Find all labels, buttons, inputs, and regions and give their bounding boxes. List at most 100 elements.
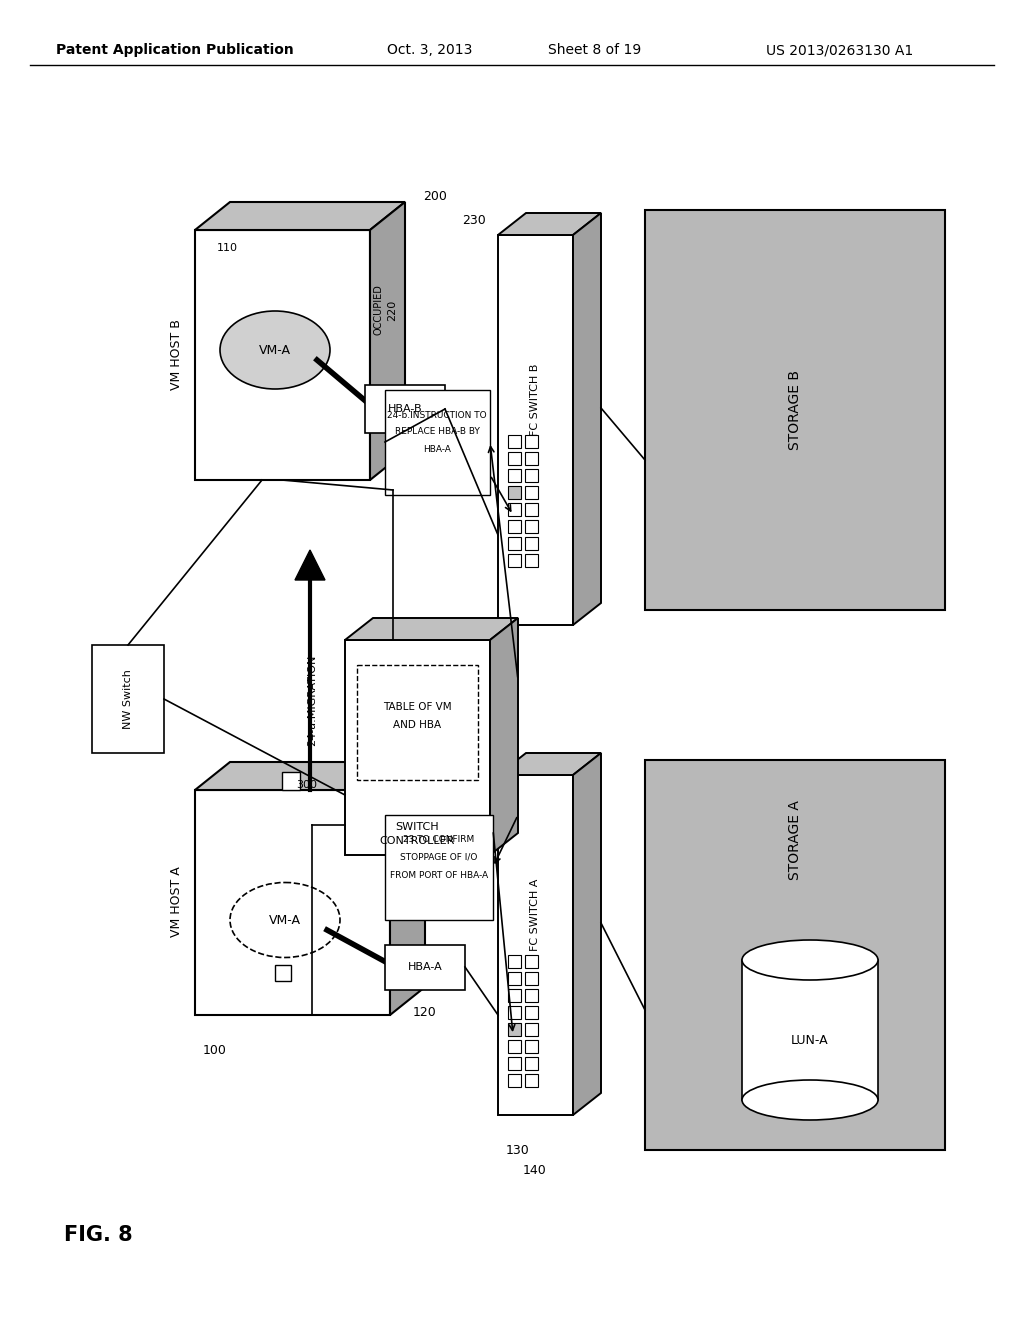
Polygon shape: [357, 665, 478, 780]
Text: 24-a.MIGRATION: 24-a.MIGRATION: [307, 655, 317, 746]
Polygon shape: [508, 1006, 521, 1019]
Ellipse shape: [230, 883, 340, 957]
Text: CONTROLLER: CONTROLLER: [379, 836, 455, 846]
Text: 140: 140: [523, 1163, 547, 1176]
Polygon shape: [508, 1074, 521, 1086]
Polygon shape: [508, 503, 521, 516]
Polygon shape: [525, 451, 538, 465]
Text: STORAGE B: STORAGE B: [788, 370, 802, 450]
Text: US 2013/0263130 A1: US 2013/0263130 A1: [766, 44, 913, 57]
Text: OCCUPIED: OCCUPIED: [373, 285, 383, 335]
Polygon shape: [525, 503, 538, 516]
Polygon shape: [508, 989, 521, 1002]
Polygon shape: [525, 486, 538, 499]
Text: 23.TO CONFIRM: 23.TO CONFIRM: [403, 836, 475, 845]
Text: VM HOST B: VM HOST B: [171, 319, 183, 391]
Text: FC SWITCH A: FC SWITCH A: [530, 879, 540, 952]
Polygon shape: [390, 762, 425, 1015]
Polygon shape: [385, 389, 490, 495]
Polygon shape: [645, 210, 945, 610]
Polygon shape: [508, 1023, 521, 1036]
Polygon shape: [525, 554, 538, 568]
Text: TABLE OF VM: TABLE OF VM: [383, 702, 452, 711]
Ellipse shape: [742, 940, 878, 979]
Polygon shape: [573, 752, 601, 1115]
Text: 220: 220: [387, 300, 397, 321]
Text: HBA-A: HBA-A: [423, 446, 451, 454]
Polygon shape: [275, 965, 291, 981]
Polygon shape: [573, 213, 601, 624]
Polygon shape: [525, 1006, 538, 1019]
Text: 120: 120: [413, 1006, 437, 1019]
Polygon shape: [525, 469, 538, 482]
Polygon shape: [525, 1040, 538, 1053]
Polygon shape: [498, 235, 573, 624]
Polygon shape: [295, 550, 325, 579]
Polygon shape: [365, 385, 445, 433]
Text: HBA-B: HBA-B: [388, 404, 422, 414]
Ellipse shape: [220, 312, 330, 389]
Polygon shape: [508, 520, 521, 533]
Text: AND HBA: AND HBA: [393, 719, 441, 730]
Text: Oct. 3, 2013: Oct. 3, 2013: [387, 44, 473, 57]
Polygon shape: [525, 436, 538, 447]
Polygon shape: [195, 202, 406, 230]
Text: NW Switch: NW Switch: [123, 669, 133, 729]
Text: VM-A: VM-A: [269, 913, 301, 927]
Polygon shape: [195, 762, 425, 789]
Polygon shape: [508, 537, 521, 550]
Text: LUN-A: LUN-A: [792, 1034, 828, 1047]
Polygon shape: [508, 469, 521, 482]
Polygon shape: [525, 972, 538, 985]
Polygon shape: [525, 1074, 538, 1086]
Polygon shape: [498, 213, 601, 235]
Text: FROM PORT OF HBA-A: FROM PORT OF HBA-A: [390, 870, 488, 879]
Polygon shape: [525, 537, 538, 550]
Polygon shape: [345, 618, 518, 640]
Polygon shape: [92, 645, 164, 752]
Polygon shape: [508, 436, 521, 447]
Text: 130: 130: [506, 1143, 529, 1156]
Polygon shape: [645, 760, 945, 1150]
Text: 110: 110: [217, 243, 238, 253]
Polygon shape: [385, 945, 465, 990]
Polygon shape: [525, 1057, 538, 1071]
Text: HBA-A: HBA-A: [408, 962, 442, 972]
Polygon shape: [490, 618, 518, 855]
Polygon shape: [508, 1040, 521, 1053]
Polygon shape: [195, 789, 390, 1015]
Polygon shape: [508, 972, 521, 985]
Text: VM-A: VM-A: [259, 343, 291, 356]
Text: STOPPAGE OF I/O: STOPPAGE OF I/O: [400, 853, 477, 862]
Text: SWITCH: SWITCH: [395, 822, 439, 832]
Polygon shape: [508, 1057, 521, 1071]
Polygon shape: [525, 954, 538, 968]
Polygon shape: [525, 1023, 538, 1036]
Text: Sheet 8 of 19: Sheet 8 of 19: [549, 44, 642, 57]
Text: 230: 230: [462, 214, 486, 227]
Polygon shape: [385, 814, 493, 920]
Text: FC SWITCH B: FC SWITCH B: [530, 364, 540, 436]
Polygon shape: [370, 202, 406, 480]
Text: 200: 200: [423, 190, 446, 203]
Polygon shape: [525, 989, 538, 1002]
Text: STORAGE A: STORAGE A: [788, 800, 802, 880]
Polygon shape: [498, 752, 601, 775]
Polygon shape: [508, 554, 521, 568]
Text: FIG. 8: FIG. 8: [63, 1225, 132, 1245]
Polygon shape: [508, 954, 521, 968]
Text: REPLACE HBA-B BY: REPLACE HBA-B BY: [394, 428, 479, 437]
Text: VM HOST A: VM HOST A: [171, 867, 183, 937]
Polygon shape: [508, 451, 521, 465]
Text: 100: 100: [203, 1044, 227, 1056]
Polygon shape: [508, 486, 521, 499]
Polygon shape: [345, 640, 490, 855]
Ellipse shape: [742, 1080, 878, 1119]
Polygon shape: [195, 230, 370, 480]
Text: 24-b.INSTRUCTION TO: 24-b.INSTRUCTION TO: [387, 411, 486, 420]
Polygon shape: [742, 960, 878, 1100]
Text: Patent Application Publication: Patent Application Publication: [56, 44, 294, 57]
Polygon shape: [525, 520, 538, 533]
Polygon shape: [498, 775, 573, 1115]
Polygon shape: [282, 772, 300, 789]
